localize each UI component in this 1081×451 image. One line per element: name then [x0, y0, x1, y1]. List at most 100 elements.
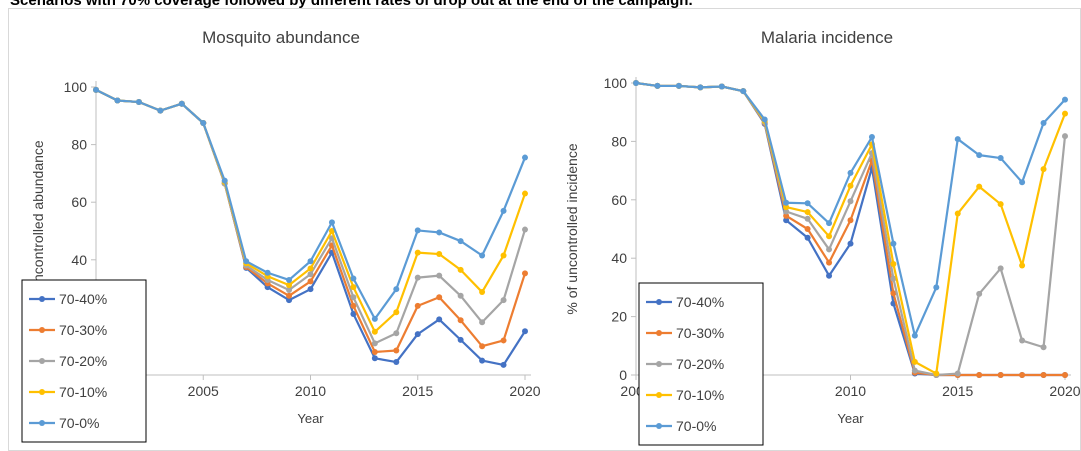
data-point — [933, 370, 940, 377]
data-point — [954, 210, 961, 217]
series-70-40% — [93, 86, 528, 368]
data-point — [393, 309, 400, 316]
data-point — [522, 328, 528, 335]
series-70-30% — [93, 86, 528, 355]
data-point — [328, 228, 335, 234]
data-point — [1062, 110, 1068, 117]
y-axis-label: % of uncontrolled incidence — [564, 143, 580, 314]
data-point — [740, 88, 747, 95]
x-axis-label: Year — [297, 411, 324, 426]
malaria-incidence-chart: Malaria incidence02040608010020002005201… — [552, 8, 1081, 451]
x-tick-label: 2005 — [188, 383, 219, 399]
data-point — [457, 238, 464, 245]
legend-label: 70-30% — [676, 325, 724, 341]
data-point — [804, 226, 811, 232]
data-point — [243, 258, 250, 265]
series-70-0% — [633, 80, 1068, 339]
data-point — [997, 372, 1004, 378]
y-tick-label: 80 — [71, 137, 87, 153]
data-point — [675, 82, 682, 89]
data-point — [911, 358, 918, 365]
data-point — [783, 199, 790, 206]
data-point — [933, 284, 940, 291]
data-point — [783, 208, 790, 215]
series-line — [95, 88, 527, 345]
data-point — [826, 246, 833, 253]
data-point — [1040, 344, 1047, 351]
y-tick-label: 80 — [611, 133, 627, 149]
data-point — [307, 265, 314, 272]
x-tick-label: 2015 — [402, 383, 433, 399]
data-point — [847, 240, 854, 247]
data-point — [371, 348, 378, 355]
data-point — [847, 182, 854, 189]
legend-swatch-marker — [39, 358, 45, 364]
data-point — [286, 287, 293, 294]
data-point — [847, 169, 854, 176]
data-point — [114, 97, 121, 104]
data-point — [479, 289, 486, 296]
legend-label: 70-30% — [59, 322, 107, 338]
legend-label: 70-0% — [676, 418, 716, 434]
data-point — [1019, 337, 1026, 344]
legend-swatch-marker — [39, 327, 45, 333]
data-point — [436, 294, 443, 301]
legend-swatch-marker — [39, 389, 45, 395]
data-point — [500, 361, 507, 368]
data-point — [457, 266, 464, 273]
data-point — [200, 120, 207, 126]
data-point — [457, 336, 464, 343]
data-point — [826, 220, 833, 227]
x-tick-label: 2015 — [942, 383, 973, 399]
legend-label: 70-40% — [59, 291, 107, 307]
data-point — [976, 372, 983, 378]
data-point — [1062, 372, 1068, 378]
data-point — [804, 215, 811, 222]
data-point — [500, 297, 507, 304]
data-point — [761, 116, 768, 123]
legend-swatch-marker — [39, 296, 45, 302]
data-point — [479, 319, 486, 326]
data-point — [328, 219, 335, 226]
data-point — [457, 292, 464, 299]
data-point — [868, 134, 875, 141]
data-point — [976, 183, 983, 190]
data-point — [1062, 133, 1068, 140]
data-point — [307, 278, 314, 285]
series-line — [95, 88, 527, 354]
data-point — [350, 294, 357, 301]
data-point — [997, 265, 1004, 272]
data-point — [997, 201, 1004, 208]
data-point — [264, 269, 271, 276]
data-point — [414, 249, 421, 256]
data-point — [1040, 166, 1047, 173]
legend-label: 70-10% — [676, 387, 724, 403]
data-point — [804, 209, 811, 216]
data-point — [414, 331, 421, 338]
mosquito-abundance-svg: Mosquito abundance0204060801002000200520… — [21, 28, 541, 443]
data-point — [221, 177, 228, 184]
data-point — [500, 337, 507, 344]
data-point — [954, 370, 961, 377]
x-tick-label: 2020 — [1049, 383, 1080, 399]
data-point — [804, 200, 811, 207]
legend-label: 70-0% — [59, 415, 99, 431]
data-point — [393, 359, 400, 366]
legend-swatch-marker — [656, 330, 662, 336]
chart-title: Malaria incidence — [761, 28, 893, 47]
y-axis-label: % of uncontrolled abundance — [30, 140, 46, 322]
data-point — [371, 340, 378, 347]
data-point — [522, 270, 528, 277]
data-point — [479, 343, 486, 350]
legend-swatch-marker — [656, 423, 662, 429]
data-point — [393, 347, 400, 354]
data-point — [890, 261, 897, 268]
mosquito-abundance-chart: Mosquito abundance0204060801002000200520… — [8, 8, 554, 451]
data-point — [1019, 372, 1026, 378]
data-point — [286, 297, 293, 304]
x-tick-label: 2010 — [295, 383, 326, 399]
x-axis-label: Year — [837, 411, 864, 426]
data-point — [1019, 262, 1026, 269]
legend: 70-40% 70-30% 70-20% 70-10% 70-0% — [21, 279, 147, 443]
x-tick-label: 2010 — [835, 383, 866, 399]
